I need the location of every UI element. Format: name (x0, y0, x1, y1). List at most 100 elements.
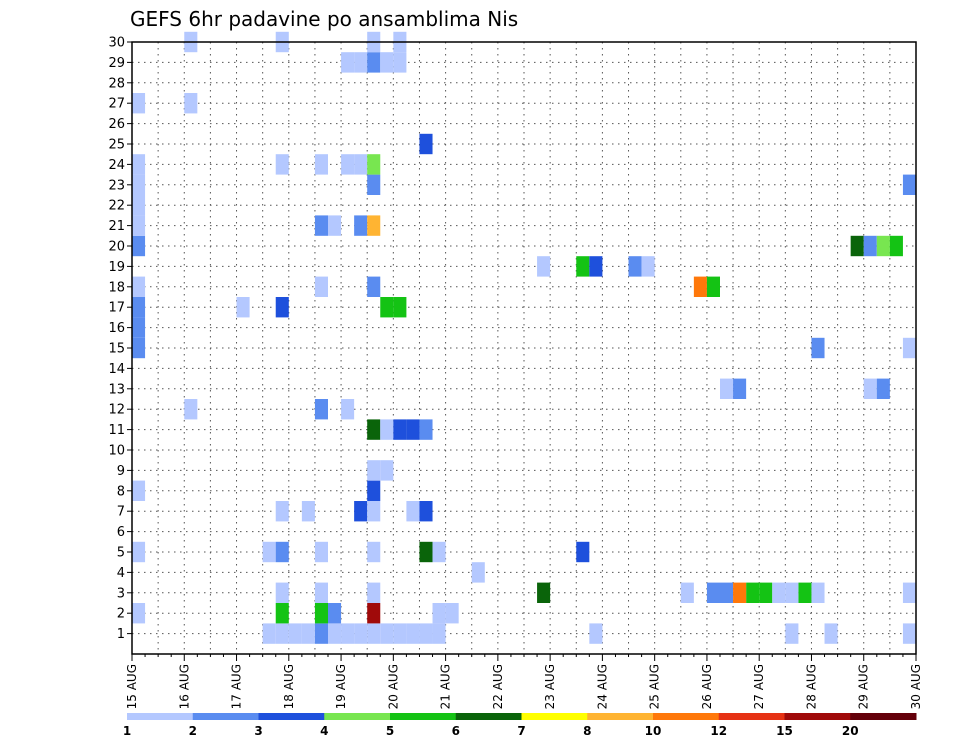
y-tick-label: 2 (117, 607, 125, 622)
heatmap-cell (876, 235, 890, 257)
heatmap-cell (471, 562, 485, 583)
y-tick-label: 4 (117, 566, 125, 581)
heatmap-cell (328, 215, 342, 236)
legend-label: 20 (842, 724, 859, 738)
heatmap-cell (132, 480, 146, 501)
legend-label: 5 (386, 724, 394, 738)
heatmap-cell (537, 582, 551, 603)
heatmap-cell (367, 541, 381, 563)
chart-title: GEFS 6hr padavine po ansamblima Nis (130, 7, 518, 31)
heatmap-cell (367, 276, 381, 297)
y-tick-label: 9 (117, 464, 125, 479)
heatmap-cell (354, 623, 368, 644)
x-tick-label: 26 AUG (700, 664, 714, 709)
y-tick-label: 25 (108, 138, 125, 153)
x-tick-label: 27 AUG (752, 664, 766, 709)
heatmap-cell (902, 582, 916, 603)
heatmap-cell (380, 623, 394, 644)
y-tick-label: 29 (108, 56, 125, 71)
x-tick-label: 29 AUG (857, 664, 871, 709)
heatmap-cell (354, 215, 368, 236)
y-tick-label: 27 (108, 97, 125, 112)
heatmap-cell (354, 52, 368, 73)
heatmap-cell (184, 399, 198, 420)
heatmap-cell (445, 603, 459, 624)
heatmap-cell (902, 174, 916, 195)
heatmap-cell (393, 419, 407, 440)
heatmap-cell (367, 154, 381, 175)
heatmap-cell (132, 541, 146, 563)
heatmap-cell (341, 154, 355, 175)
heatmap-cell (288, 623, 302, 644)
heatmap-cell (406, 623, 420, 644)
heatmap-cell (132, 174, 146, 195)
legend-swatch (850, 713, 917, 720)
heatmap-cell (314, 276, 328, 297)
heatmap-cell (367, 603, 381, 624)
heatmap-cell (432, 603, 446, 624)
heatmap-cell (706, 276, 720, 297)
heatmap-cell (576, 256, 590, 277)
heatmap-cell (628, 256, 642, 277)
heatmap-cell (419, 419, 433, 440)
heatmap-cell (314, 582, 328, 603)
heatmap-cell (328, 603, 342, 624)
heatmap-cell (262, 623, 276, 644)
y-tick-label: 28 (108, 76, 125, 91)
x-tick-label: 19 AUG (334, 664, 348, 709)
color-legend: 1 2 3 4 5 6 7 8 10 12 15 20 (123, 713, 917, 738)
heatmap-cell (772, 582, 786, 603)
heatmap-cell (184, 93, 198, 114)
heatmap-cell (314, 154, 328, 175)
heatmap-cell (132, 337, 146, 359)
y-tick-label: 5 (117, 546, 125, 561)
legend-label: 15 (776, 724, 793, 738)
heatmap-cell (314, 603, 328, 624)
heatmap-cell (380, 419, 394, 440)
x-tick-label: 28 AUG (804, 664, 818, 709)
heatmap-cell (341, 623, 355, 644)
heatmap-cell (693, 276, 707, 297)
heatmap-cell (275, 623, 289, 644)
heatmap-cell (406, 501, 420, 522)
x-tick-label: 22 AUG (491, 664, 505, 709)
y-tick-label: 19 (108, 260, 125, 275)
heatmap-cell (902, 623, 916, 644)
heatmap-cell (759, 582, 773, 603)
heatmap-cell (589, 256, 603, 277)
heatmap-cell (785, 582, 799, 603)
heatmap-cell (275, 501, 289, 522)
legend-swatch (521, 713, 588, 720)
legend-label: 7 (517, 724, 525, 738)
heatmap-cell (367, 419, 381, 440)
y-tick-label: 11 (108, 423, 125, 438)
heatmap-cell (798, 582, 812, 603)
heatmap-cell (680, 582, 694, 603)
y-tick-label: 17 (108, 301, 125, 316)
heatmap-cell (132, 276, 146, 297)
legend-swatch (587, 713, 654, 720)
y-tick-label: 24 (108, 158, 125, 173)
y-tick-label: 23 (108, 178, 125, 193)
heatmap-cell (275, 541, 289, 563)
heatmap-cell (275, 297, 289, 318)
legend-label: 1 (123, 724, 131, 738)
heatmap-cell (733, 582, 747, 603)
heatmap-cell (380, 52, 394, 73)
legend-swatch (455, 713, 522, 720)
y-tick-label: 3 (117, 586, 125, 601)
heatmap-cell (537, 256, 551, 277)
heatmap-cell (380, 297, 394, 318)
y-tick-label: 12 (108, 403, 125, 418)
y-tick-label: 30 (108, 36, 125, 51)
heatmap-cell (367, 460, 381, 481)
y-tick-label: 6 (117, 525, 125, 540)
heatmap-cell (354, 501, 368, 522)
heatmap-cell (576, 541, 590, 563)
x-tick-label: 17 AUG (230, 664, 244, 709)
heatmap-cell (314, 399, 328, 420)
x-tick-label: 20 AUG (386, 664, 400, 709)
legend-swatch (258, 713, 325, 720)
x-tick-label: 30 AUG (909, 664, 923, 709)
heatmap-cell (132, 317, 146, 338)
